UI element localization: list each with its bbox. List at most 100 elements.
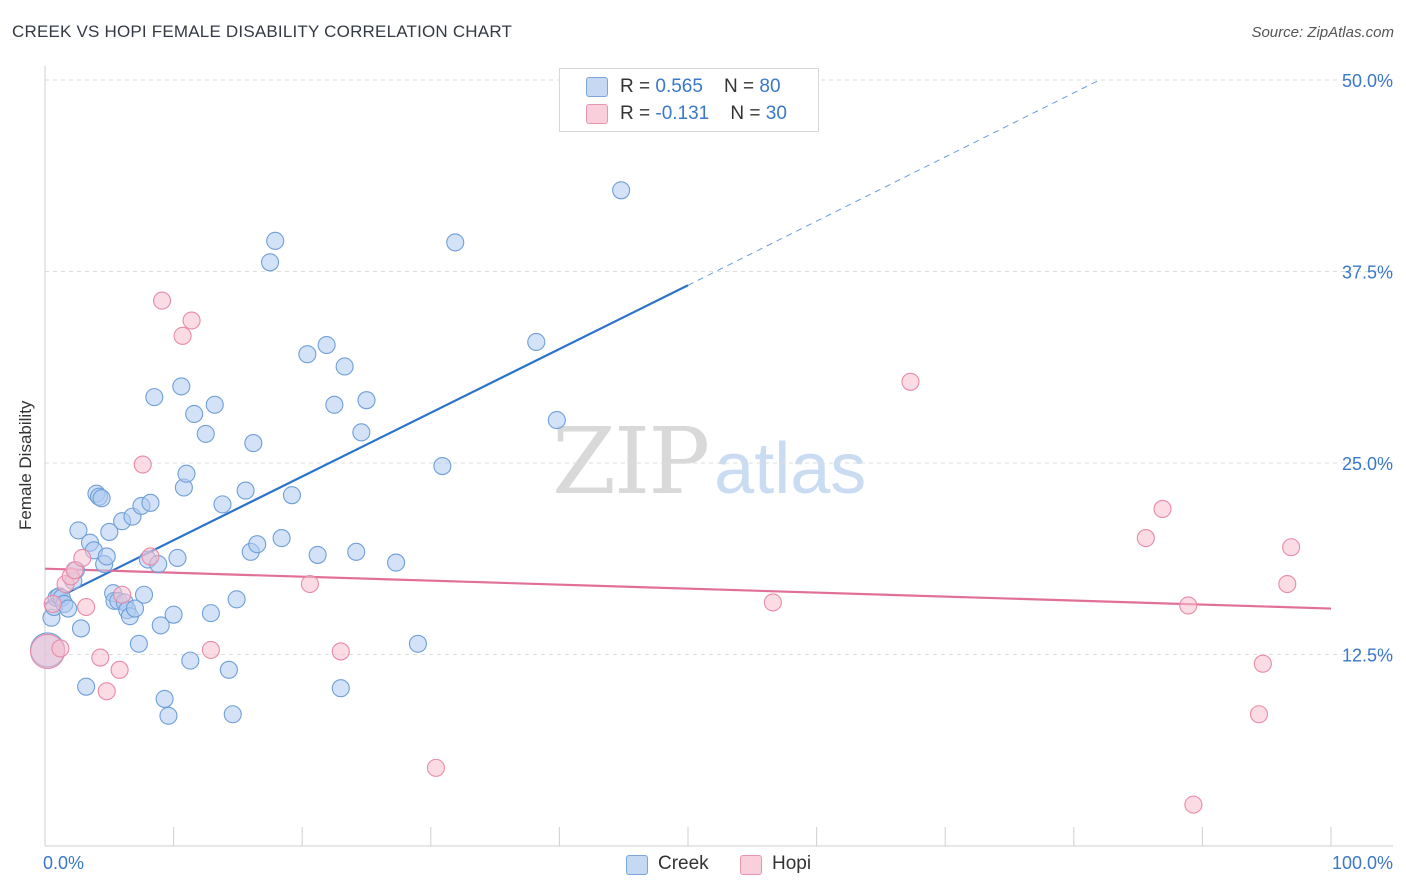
hopi-point — [73, 548, 92, 568]
hopi-n-label: N = — [730, 103, 766, 124]
creek-point — [196, 424, 215, 443]
creek-point — [433, 457, 452, 476]
hopi-point — [133, 455, 152, 474]
creek-point — [177, 464, 196, 483]
legend-creek-text: R = 0.565 N = 80 — [620, 76, 781, 98]
hopi-point — [173, 326, 192, 345]
hopi-n-value: 30 — [765, 103, 787, 124]
creek-point — [527, 332, 546, 352]
axes — [44, 66, 1393, 847]
y-tick-label: 50.0% — [1342, 71, 1393, 91]
hopi-point — [141, 547, 160, 566]
creek-point — [352, 423, 371, 442]
creek-point — [155, 689, 174, 708]
hopi-point — [901, 372, 920, 391]
hopi-point — [77, 597, 96, 617]
creek-point — [387, 553, 406, 572]
watermark-zip: ZIP — [552, 408, 710, 515]
creek-point — [236, 481, 255, 500]
creek-point — [227, 590, 246, 609]
creek-point — [347, 542, 366, 561]
creek-r-value: 0.565 — [655, 76, 703, 97]
creek-point — [547, 411, 566, 430]
tick-labels: 12.5% 25.0% 37.5% 50.0% 0.0% 100.0% — [43, 71, 1393, 873]
bottom-creek-swatch — [626, 855, 648, 875]
y-tick-label: 25.0% — [1342, 454, 1393, 474]
grid-lines — [45, 79, 1393, 655]
hopi-point — [201, 640, 220, 659]
creek-point — [151, 616, 170, 635]
hopi-point — [1278, 574, 1297, 594]
hopi-point — [1153, 499, 1172, 519]
creek-point — [223, 705, 242, 724]
data-points — [30, 181, 1301, 814]
watermark-atlas: atlas — [714, 429, 867, 509]
hopi-r-value: -0.131 — [655, 103, 710, 124]
hopi-point — [113, 585, 132, 604]
hopi-point — [182, 311, 201, 330]
creek-point — [357, 391, 376, 410]
correlation-legend: R = 0.565 N = 80 R = -0.131 N = 30 — [559, 68, 819, 132]
creek-point — [298, 345, 317, 364]
creek-point — [71, 619, 91, 638]
trend-lines — [44, 79, 1332, 610]
creek-point — [129, 634, 148, 653]
hopi-point — [43, 594, 62, 613]
creek-point — [272, 529, 291, 548]
creek-point — [308, 545, 327, 564]
creek-point — [335, 357, 354, 376]
creek-point — [145, 388, 164, 407]
creek-n-label: N = — [724, 76, 760, 97]
hopi-point — [426, 758, 445, 777]
hopi-r-label: R = — [620, 103, 656, 124]
creek-point — [248, 535, 267, 554]
creek-r-label: R = — [620, 76, 656, 97]
creek-point — [612, 181, 631, 200]
creek-point — [134, 585, 154, 604]
creek-point — [172, 377, 191, 396]
creek-point — [168, 548, 187, 568]
creek-point — [260, 253, 280, 272]
creek-point — [244, 434, 263, 453]
bottom-hopi-swatch — [740, 855, 762, 875]
creek-point — [325, 395, 344, 414]
x-tick-label: 0.0% — [43, 853, 84, 873]
legend-hopi-text: R = -0.131 N = 30 — [620, 103, 787, 125]
hopi-point — [1282, 538, 1301, 557]
creek-point — [317, 335, 336, 355]
creek-point — [213, 495, 232, 514]
creek-point — [181, 651, 200, 670]
hopi-point — [97, 682, 116, 701]
creek-point — [92, 489, 111, 508]
hopi-point — [1249, 705, 1269, 724]
creek-point — [408, 634, 427, 653]
hopi-point — [1179, 596, 1198, 615]
hopi-point — [1184, 795, 1203, 814]
creek-point — [446, 233, 465, 252]
hopi-trend-line — [44, 567, 1332, 610]
y-tick-label: 37.5% — [1342, 263, 1393, 283]
creek-point — [59, 599, 78, 618]
hopi-point — [331, 642, 350, 661]
hopi-point — [300, 574, 319, 594]
hopi-point — [763, 593, 782, 612]
y-tick-label: 12.5% — [1342, 646, 1393, 666]
creek-point — [77, 677, 96, 696]
creek-n-value: 80 — [759, 76, 781, 97]
hopi-point — [51, 639, 70, 658]
creek-point — [141, 493, 160, 512]
creek-point — [282, 486, 301, 505]
bottom-creek-label: Creek — [658, 853, 709, 874]
creek-point — [69, 521, 88, 540]
creek-point — [219, 660, 238, 679]
hopi-point — [1253, 654, 1272, 673]
creek-point — [205, 395, 224, 414]
creek-point — [159, 706, 178, 725]
hopi-point — [110, 660, 129, 679]
creek-point — [164, 605, 183, 624]
creek-point — [331, 679, 350, 698]
x-tick-label: 100.0% — [1332, 853, 1393, 873]
bottom-hopi-label: Hopi — [772, 853, 812, 874]
creek-point — [266, 231, 285, 250]
